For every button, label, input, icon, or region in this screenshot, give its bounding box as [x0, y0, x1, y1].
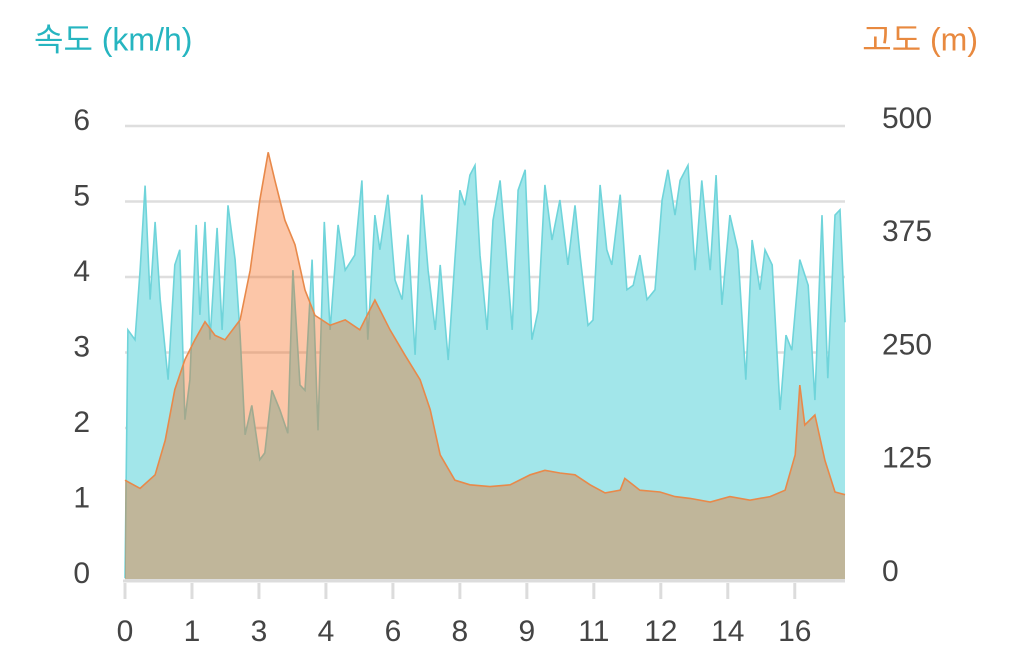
- y-axis-title: 속도 (km/h): [34, 21, 192, 57]
- y2-tick-label: 125: [882, 442, 932, 475]
- x-tick-label: 3: [251, 615, 268, 648]
- series-line: [124, 162, 846, 579]
- y-tick-label: 6: [73, 104, 90, 137]
- x-tick-label: 6: [385, 615, 402, 648]
- x-tick-label: 16: [778, 615, 811, 648]
- y-tick-label: 4: [73, 255, 90, 288]
- area-fill: [125, 152, 845, 580]
- x-tick-label: 0: [117, 615, 134, 648]
- y-tick-label: 1: [73, 481, 90, 514]
- x-tick-label: 11: [578, 615, 609, 648]
- y2-tick-label: 375: [882, 215, 932, 248]
- y2-tick-label: 0: [882, 555, 899, 588]
- x-tick-label: 4: [318, 615, 335, 648]
- x-tick-label: 1: [184, 615, 201, 648]
- y2-tick-label: 500: [882, 102, 932, 135]
- y-tick-label: 5: [73, 179, 90, 212]
- y-tick-label: 3: [73, 330, 90, 363]
- x-tick-label: 9: [519, 615, 536, 648]
- y2-tick-label: 250: [882, 328, 932, 361]
- series-line: [124, 152, 846, 503]
- plot-area: [124, 152, 846, 580]
- y-tick-label: 2: [73, 406, 90, 439]
- y-tick-label: 0: [73, 557, 90, 590]
- y2-axis-title: 고도 (m): [862, 21, 978, 57]
- x-tick-label: 8: [452, 615, 469, 648]
- x-tick-label: 14: [711, 615, 744, 648]
- area-fill: [125, 165, 845, 580]
- x-tick-label: 12: [644, 615, 677, 648]
